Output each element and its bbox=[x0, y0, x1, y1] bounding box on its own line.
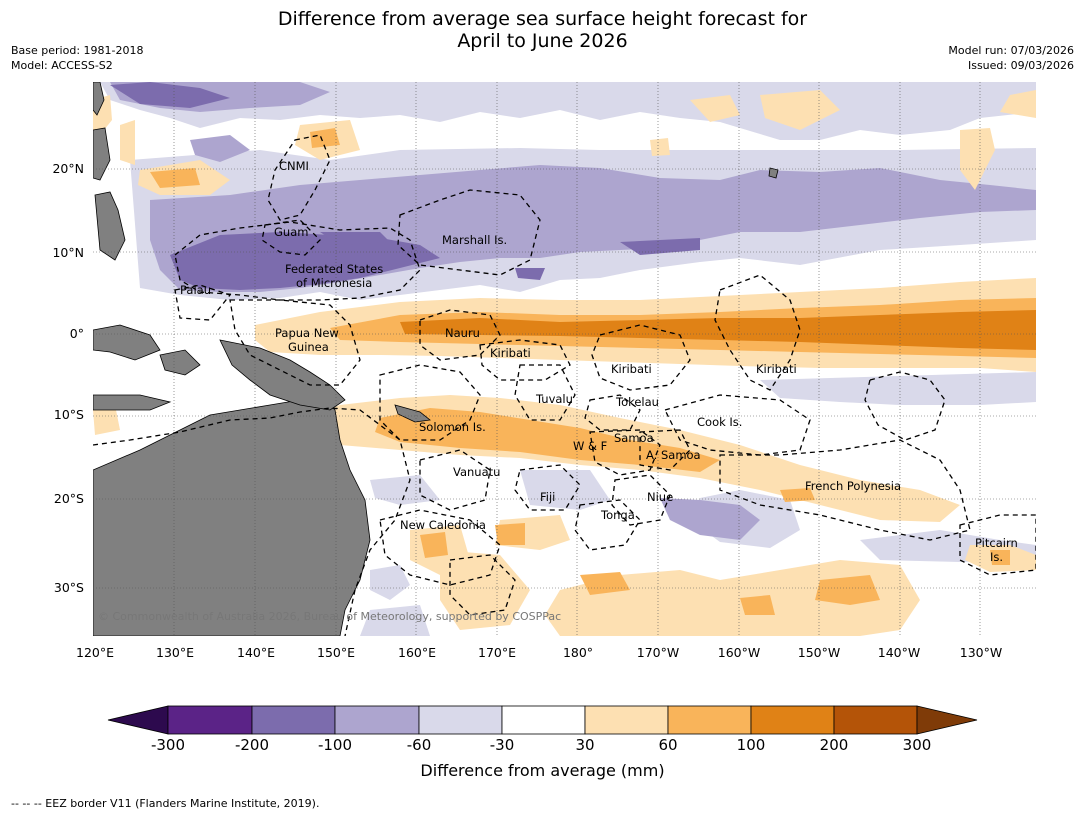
lon-label: 160°W bbox=[717, 645, 761, 660]
lon-label: 130°E bbox=[155, 645, 195, 660]
lon-label: 150°E bbox=[316, 645, 356, 660]
label-pitcairn-2: Is. bbox=[990, 550, 1003, 564]
label-cook: Cook Is. bbox=[697, 415, 742, 429]
colorbar-tick: -60 bbox=[406, 736, 432, 754]
colorbar-bin bbox=[251, 705, 336, 735]
label-niue: Niue bbox=[647, 490, 673, 504]
model-name: Model: ACCESS-S2 bbox=[11, 59, 113, 72]
label-kiribati-west: Kiribati bbox=[490, 346, 531, 360]
lat-label: 0° bbox=[69, 326, 84, 341]
anomaly-band-plus100 bbox=[400, 310, 1036, 350]
asia-coast bbox=[93, 82, 105, 116]
label-tuvalu: Tuvalu bbox=[535, 392, 573, 406]
label-nauru: Nauru bbox=[445, 326, 480, 340]
meta-left: Base period: 1981-2018 Model: ACCESS-S2 bbox=[11, 43, 143, 73]
colorbar-bin bbox=[833, 705, 918, 735]
colorbar-bin bbox=[418, 705, 503, 735]
new-guinea bbox=[219, 339, 346, 411]
region-labels: CNMI Guam Marshall Is. Federated States … bbox=[180, 159, 1018, 564]
colorbar-tick: -30 bbox=[489, 736, 515, 754]
borneo-sulawesi bbox=[93, 324, 161, 361]
colorbar-extend-high bbox=[916, 705, 978, 735]
colorbar-tick: -300 bbox=[150, 736, 186, 754]
eez-footnote: -- -- -- EEZ border V11 (Flanders Marine… bbox=[11, 797, 320, 810]
colorbar-bin bbox=[501, 705, 586, 735]
label-fiji: Fiji bbox=[540, 490, 555, 504]
graticule bbox=[93, 82, 1036, 636]
label-guam: Guam bbox=[274, 225, 308, 239]
label-palau: Palau bbox=[180, 283, 211, 297]
colorbar bbox=[107, 705, 978, 735]
label-american-samoa: A. Samoa bbox=[646, 448, 701, 462]
colorbar-tick: 200 bbox=[819, 736, 849, 754]
eez-borders bbox=[93, 134, 1036, 636]
solomon-islands bbox=[394, 404, 431, 423]
label-marshall: Marshall Is. bbox=[442, 233, 507, 247]
longitude-axis: 120°E 130°E 140°E 150°E 160°E 170°E 180°… bbox=[0, 645, 1085, 663]
base-period: Base period: 1981-2018 bbox=[11, 44, 144, 57]
lon-label: 170°E bbox=[477, 645, 517, 660]
copyright-text: © Commonwealth of Australia 2026, Bureau… bbox=[98, 610, 561, 623]
label-new-caledonia: New Caledonia bbox=[400, 518, 486, 532]
colorbar-extend-low bbox=[107, 705, 169, 735]
label-vanuatu: Vanuatu bbox=[453, 465, 500, 479]
label-french-polynesia: French Polynesia bbox=[805, 479, 901, 493]
australia bbox=[93, 394, 371, 636]
colorbar-tick: 300 bbox=[902, 736, 932, 754]
label-tonga: Tonga bbox=[600, 508, 635, 522]
lat-label: 20°N bbox=[52, 161, 84, 176]
lon-label: 160°E bbox=[397, 645, 437, 660]
label-fsm-1: Federated States bbox=[285, 262, 383, 276]
label-cnmi: CNMI bbox=[279, 159, 309, 173]
colorbar-bin bbox=[667, 705, 752, 735]
lat-label: 10°N bbox=[52, 245, 84, 260]
lon-label: 150°W bbox=[797, 645, 841, 660]
chart-title: Difference from average sea surface heig… bbox=[0, 8, 1085, 52]
lat-label: 10°S bbox=[53, 407, 84, 422]
lon-label: 170°W bbox=[636, 645, 680, 660]
model-run: Model run: 07/03/2026 bbox=[948, 44, 1074, 57]
label-solomon: Solomon Is. bbox=[419, 420, 486, 434]
label-tokelau: Tokelau bbox=[615, 395, 659, 409]
colorbar-tick: 100 bbox=[736, 736, 766, 754]
lon-label: 140°W bbox=[877, 645, 921, 660]
colorbar-tick: 30 bbox=[575, 736, 595, 754]
label-pitcairn-1: Pitcairn bbox=[975, 536, 1018, 550]
lat-label: 30°S bbox=[53, 580, 84, 595]
issued-date: Issued: 09/03/2026 bbox=[967, 59, 1074, 72]
colorbar-bin bbox=[750, 705, 835, 735]
hawaii bbox=[768, 167, 779, 179]
label-png-1: Papua New bbox=[275, 326, 339, 340]
meta-right: Model run: 07/03/2026 Issued: 09/03/2026 bbox=[948, 43, 1074, 73]
colorbar-tick: -200 bbox=[234, 736, 270, 754]
title-line-2: April to June 2026 bbox=[457, 30, 628, 52]
lon-label: 120°E bbox=[75, 645, 115, 660]
label-fsm-2: of Micronesia bbox=[296, 276, 372, 290]
colorbar-tick: 60 bbox=[658, 736, 678, 754]
colorbar-bin bbox=[584, 705, 669, 735]
lon-label: 130°W bbox=[959, 645, 1003, 660]
land-masses bbox=[93, 82, 779, 636]
label-kiribati-east: Kiribati bbox=[756, 362, 797, 376]
anomaly-band-minus100 bbox=[110, 82, 700, 290]
lon-label: 140°E bbox=[236, 645, 276, 660]
map-area: © Commonwealth of Australia 2026, Bureau… bbox=[93, 82, 1036, 636]
label-wallis-futuna: W & F bbox=[573, 439, 607, 453]
philippines bbox=[94, 191, 126, 261]
colorbar-bin bbox=[167, 705, 253, 735]
colorbar-tick: -100 bbox=[317, 736, 353, 754]
colorbar-label: Difference from average (mm) bbox=[420, 761, 665, 780]
colorbar-bin bbox=[334, 705, 420, 735]
lat-label: 20°S bbox=[53, 491, 84, 506]
label-samoa: Samoa bbox=[614, 431, 654, 445]
label-png-2: Guinea bbox=[288, 340, 329, 354]
lon-label: 180° bbox=[562, 645, 594, 660]
title-line-1: Difference from average sea surface heig… bbox=[277, 8, 808, 30]
label-kiribati-central: Kiribati bbox=[611, 362, 652, 376]
